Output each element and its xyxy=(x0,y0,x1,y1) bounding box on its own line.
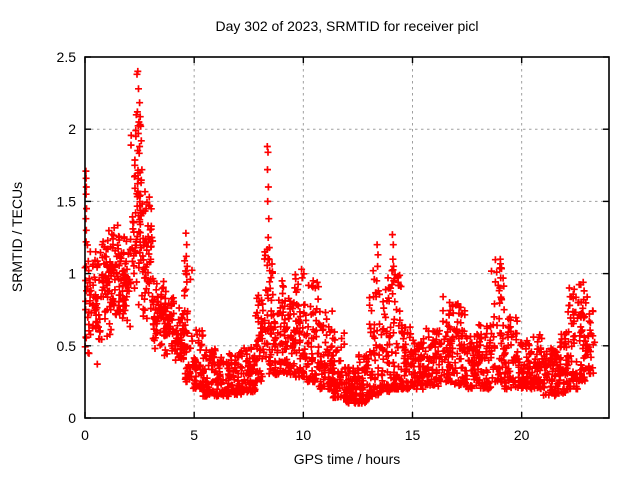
y-tick-label: 2 xyxy=(68,121,76,137)
scatter-series xyxy=(81,67,599,407)
x-tick-label: 15 xyxy=(405,427,421,443)
y-tick-label: 2.5 xyxy=(57,49,77,65)
y-tick-label: 0 xyxy=(68,410,76,426)
x-tick-label: 0 xyxy=(81,427,89,443)
scatter-points-SRMTID xyxy=(81,67,599,407)
y-tick-label: 0.5 xyxy=(57,338,77,354)
x-axis-label: GPS time / hours xyxy=(294,451,401,467)
x-tick-label: 20 xyxy=(514,427,530,443)
plot-border xyxy=(84,56,610,419)
y-tick-label: 1.5 xyxy=(57,193,77,209)
x-tick-label: 5 xyxy=(190,427,198,443)
y-axis-label: SRMTID / TECUs xyxy=(9,182,25,292)
tick-labels: 0 5 10 15 20 0 0.5 1 1.5 2 2.5 xyxy=(57,49,530,443)
x-tick-label: 10 xyxy=(296,427,312,443)
axes-and-ticks xyxy=(84,56,610,419)
chart-title: Day 302 of 2023, SRMTID for receiver pic… xyxy=(216,18,479,34)
y-tick-label: 1 xyxy=(68,266,76,282)
